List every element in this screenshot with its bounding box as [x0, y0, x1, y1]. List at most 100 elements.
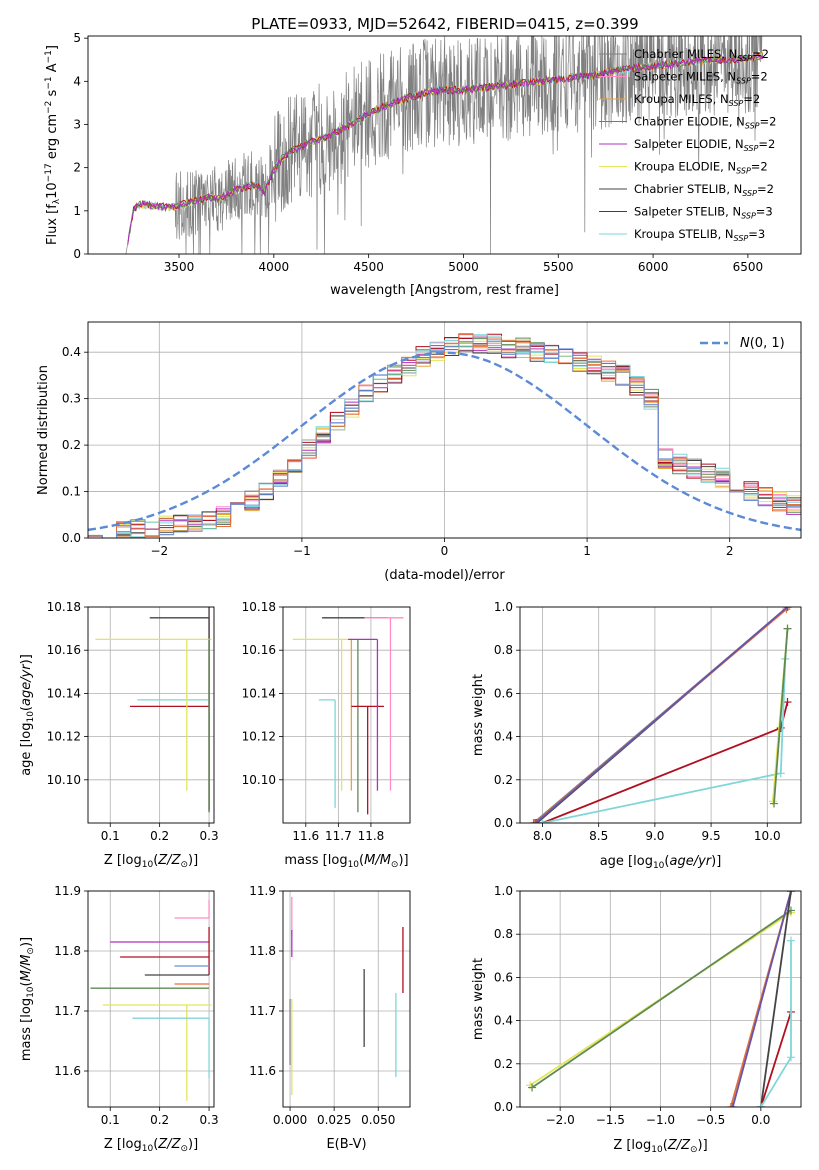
label-part: ( — [663, 1138, 668, 1153]
x-tick-label: 6000 — [638, 260, 669, 274]
mass_vs_Z-points — [90, 900, 212, 1101]
y-axis-label-text: age [log10(age/yr)] — [19, 654, 36, 776]
axes-spectrum: 3500 4000 4500 5000 5500 6000 6500 0 1 2 3 4 5 — [73, 31, 763, 274]
x-tick-label: 0.025 — [317, 1113, 351, 1127]
label-part: Z [log — [104, 1137, 142, 1152]
x-tick-label: 4000 — [259, 260, 290, 274]
y-tick-label: 0 — [73, 247, 81, 261]
weight-line — [535, 607, 789, 823]
x-tick-label: 9.0 — [645, 829, 664, 843]
label-part: ] — [45, 45, 60, 50]
weight-marker — [756, 1103, 765, 1107]
weight-line — [760, 891, 792, 1107]
weight-line — [531, 909, 792, 1089]
legend-label: Salpeter STELIB, NSSP=3 — [634, 205, 773, 221]
label-part: SSP — [729, 99, 744, 108]
x-tick-label: 11.6 — [292, 829, 319, 843]
y-tick-label: 0.6 — [494, 970, 513, 984]
x-tick-label: 10.0 — [754, 829, 781, 843]
x-axis-label: (data-model)/error — [384, 568, 505, 583]
weight_vs_Z-series — [526, 891, 795, 1107]
axes-frame — [87, 35, 802, 255]
x-tick-label: 0.000 — [273, 1113, 307, 1127]
x-tick-label: 0.3 — [200, 829, 219, 843]
label-part: )] — [711, 854, 721, 869]
x-axis-label: Z [log10(Z/Z⊙)] — [104, 1137, 198, 1154]
x-axis-label: Z [log10(Z/Z⊙)] — [613, 1138, 707, 1155]
spectrum-model-line — [127, 53, 764, 245]
y-tick-label: 1.0 — [494, 600, 513, 614]
y-tick-label: 10.18 — [242, 600, 276, 614]
label-part: −17 — [44, 163, 54, 182]
axes-frame — [519, 606, 802, 824]
age_vs_mass-points — [292, 617, 404, 815]
label-part: M/M — [19, 955, 34, 982]
axes-frame — [87, 321, 802, 539]
label-part: SSP — [736, 77, 751, 86]
label-part: 10 — [26, 711, 36, 723]
label-part: mass [log — [284, 853, 347, 868]
label-part: ⊙ — [180, 1144, 188, 1154]
y-tick-label: 11.6 — [249, 1064, 276, 1078]
axes-frame — [519, 890, 802, 1108]
legend-label: Salpeter MILES, NSSP=2 — [634, 70, 768, 86]
weight-marker — [786, 936, 795, 945]
axes-frame — [87, 606, 215, 824]
label-part: SSP — [744, 144, 759, 153]
weight-marker — [783, 698, 792, 707]
x-tick-label: 0.1 — [101, 1113, 120, 1127]
axes-age_vs_Z: 0.1 0.2 0.3 10.10 10.12 10.14 10.16 10.18 — [47, 600, 219, 843]
y-tick-label: 1 — [73, 204, 81, 218]
label-part: 10 — [653, 861, 665, 871]
label-part: ( — [153, 1137, 158, 1152]
weight-line — [542, 628, 789, 823]
legend-label: Kroupa ELODIE, NSSP=2 — [634, 160, 768, 176]
axes-frame — [87, 890, 215, 1108]
axes-age_vs_mass: 11.6 11.7 11.8 10.10 10.12 10.14 10.16 10.18 — [242, 600, 410, 843]
label-part: )] — [19, 937, 34, 947]
x-axis-label: mass [log10(M/M⊙)] — [284, 853, 408, 870]
label-part: Salpeter ELODIE, N — [634, 137, 744, 151]
label-part: 10 — [45, 182, 60, 199]
weight-marker — [786, 1053, 795, 1062]
label-part: =2 — [743, 92, 760, 106]
y-tick-label: 10.12 — [242, 730, 276, 744]
y-tick-label: 11.8 — [249, 944, 276, 958]
y-tick-label: 10.10 — [47, 773, 81, 787]
label-part: SSP — [745, 122, 760, 131]
label-part: ⊙ — [391, 860, 399, 870]
x-axis-label: wavelength [Angstrom, rest frame] — [330, 283, 559, 298]
plot-layer: 3500 4000 4500 5000 5500 6000 6500 0 1 2 3 4 5 Chabri… — [19, 31, 802, 1155]
x-axis-label: age [log10(age/yr)] — [600, 854, 722, 871]
label-part: SSP — [736, 167, 751, 176]
x-tick-label: 0.0 — [751, 1113, 770, 1127]
x-tick-label: 0.3 — [200, 1113, 219, 1127]
weight-marker — [531, 819, 540, 823]
y-tick-label: 11.9 — [54, 884, 81, 898]
weight-marker — [783, 624, 792, 633]
label-part: ( — [359, 853, 364, 868]
label-part: A — [45, 63, 60, 76]
y-tick-label: 4 — [73, 74, 81, 88]
x-tick-label: −2.0 — [546, 1113, 575, 1127]
residual-histogram-line — [88, 336, 801, 538]
label-part: Z/Z — [157, 1137, 181, 1152]
x-tick-label: 1 — [583, 544, 591, 558]
mass_vs_ebv-points — [289, 897, 404, 1095]
y-axis-label: Normed distribution — [36, 365, 51, 495]
legend-label: Kroupa MILES, NSSP=2 — [634, 92, 760, 108]
y-tick-label: 10.18 — [47, 600, 81, 614]
label-part: ( — [19, 706, 34, 711]
label-part: 10 — [651, 1145, 663, 1155]
label-part: age [log — [19, 723, 34, 776]
x-tick-label: 3500 — [164, 260, 195, 274]
label-part: )] — [698, 1138, 708, 1153]
y-tick-label: 2 — [73, 161, 81, 175]
label-part: −1 — [44, 50, 54, 63]
axes-mass_vs_ebv: 0.000 0.025 0.050 11.6 11.7 11.8 11.9 — [249, 884, 410, 1127]
weight-line — [542, 701, 789, 823]
y-tick-label: 0.1 — [62, 485, 81, 499]
y-tick-label: 0.0 — [62, 531, 81, 545]
y-tick-label: 10.10 — [242, 773, 276, 787]
